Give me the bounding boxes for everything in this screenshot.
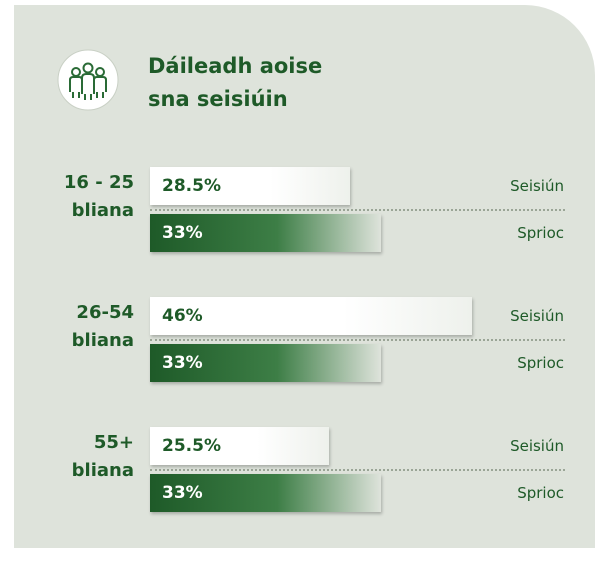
bar [150,297,472,335]
series-label: Seisiún [510,307,564,325]
value-label: 33% [162,223,203,243]
icon [57,49,119,111]
value-label: 25.5% [162,436,221,456]
series-label: Sprioc [517,224,564,242]
value-label: 28.5% [162,176,221,196]
bar [150,427,329,465]
series-label: Seisiún [510,437,564,455]
category-label: 55+ bliana [71,432,134,481]
separator [150,209,565,211]
bar [150,167,350,205]
value-label: 33% [162,353,203,373]
bar [150,474,381,512]
value-label: 46% [162,306,203,326]
series-label: Sprioc [517,484,564,502]
bar [150,344,381,382]
separator [150,339,565,341]
value-label: 33% [162,483,203,503]
category-label: 26-54 bliana [71,302,134,351]
separator [150,469,565,471]
chart-title: Dáileadh aoise sna seisiúin [148,54,323,111]
bar [150,214,381,252]
series-label: Seisiún [510,177,564,195]
category-label: 16 - 25 bliana [63,172,134,221]
series-label: Sprioc [517,354,564,372]
